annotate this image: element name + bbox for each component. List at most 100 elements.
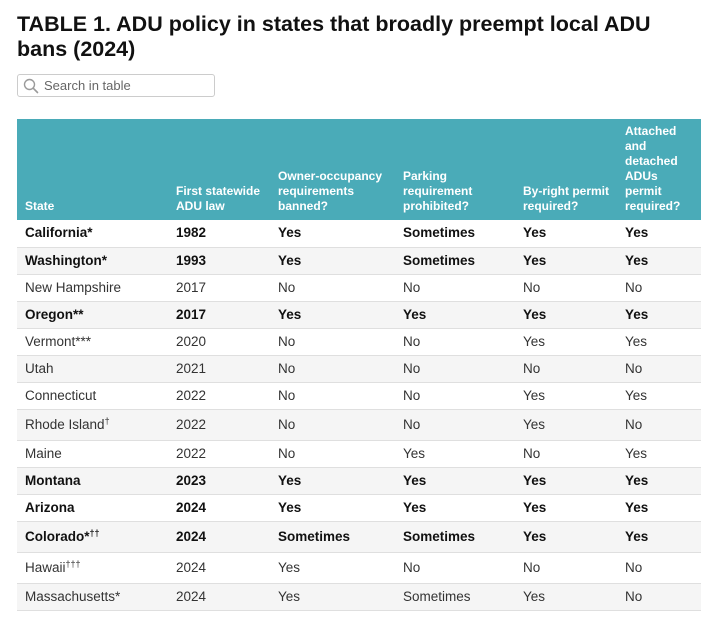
table-row: Oregon** 2017 Yes Yes Yes Yes [17, 301, 701, 329]
cell-parking: Yes [395, 440, 515, 468]
cell-owner-occupancy: No [270, 440, 395, 468]
cell-first-law-year-text: 2023 [176, 472, 207, 488]
cell-owner-occupancy: Yes [270, 583, 395, 611]
table-title: TABLE 1. ADU policy in states that broad… [17, 12, 651, 61]
cell-first-law-year-text: 2024 [176, 559, 207, 575]
cell-owner-occupancy: No [270, 382, 395, 410]
cell-state: Maine [17, 440, 168, 468]
cell-by-right: Yes [515, 247, 617, 275]
cell-parking-text: Yes [403, 306, 427, 322]
cell-first-law-year: 2024 [168, 521, 270, 553]
cell-attached-detached: No [617, 583, 701, 611]
cell-by-right-text: Yes [523, 225, 547, 241]
cell-state: Oregon** [17, 301, 168, 329]
cell-by-right-text: Yes [523, 416, 546, 432]
cell-parking: Sometimes [395, 247, 515, 275]
cell-first-law-year-text: 2024 [176, 588, 207, 604]
table-row: Arizona 2024 Yes Yes Yes Yes [17, 494, 701, 522]
cell-owner-occupancy-text: Yes [278, 306, 302, 322]
cell-attached-detached-text: Yes [625, 528, 649, 544]
cell-by-right-text: Yes [523, 499, 547, 515]
cell-parking-text: No [403, 387, 421, 403]
cell-owner-occupancy-text: Yes [278, 499, 302, 515]
cell-owner-occupancy-text: Yes [278, 225, 302, 241]
cell-first-law-year: 2021 [168, 355, 270, 383]
cell-owner-occupancy-text: Yes [278, 559, 301, 575]
cell-attached-detached-text: No [625, 588, 643, 604]
table-row: Maine 2022 No Yes No Yes [17, 440, 701, 468]
cell-attached-detached-text: Yes [625, 225, 649, 241]
cell-attached-detached-text: No [625, 559, 643, 575]
column-header-by-right[interactable]: By-right permit required? [523, 184, 610, 213]
cell-owner-occupancy: Sometimes [270, 521, 395, 553]
cell-parking-text: Yes [403, 445, 426, 461]
cell-owner-occupancy: No [270, 274, 395, 302]
cell-by-right: Yes [515, 467, 617, 495]
cell-state: Massachusetts* [17, 583, 168, 611]
column-header-first-law[interactable]: First statewide ADU law [176, 184, 261, 213]
cell-state: New Hampshire [17, 274, 168, 302]
footnote-mark: ††† [65, 558, 81, 569]
cell-by-right-text: No [523, 445, 541, 461]
cell-attached-detached-text: No [625, 360, 643, 376]
cell-parking-text: No [403, 360, 421, 376]
cell-parking: Yes [395, 467, 515, 495]
cell-first-law-year: 2017 [168, 274, 270, 302]
column-header-parking[interactable]: Parking requirement prohibited? [403, 169, 473, 213]
cell-first-law-year: 1982 [168, 220, 270, 248]
cell-first-law-year: 2024 [168, 494, 270, 522]
cell-owner-occupancy-text: No [278, 279, 296, 295]
cell-owner-occupancy-text: No [278, 445, 296, 461]
cell-state-text: Colorado* [25, 528, 90, 544]
cell-parking-text: No [403, 559, 421, 575]
cell-state-text: Washington* [25, 252, 107, 268]
cell-first-law-year: 2022 [168, 409, 270, 441]
cell-attached-detached-text: Yes [625, 306, 649, 322]
column-header-state[interactable]: State [25, 199, 55, 213]
cell-by-right: Yes [515, 583, 617, 611]
cell-first-law-year-text: 1993 [176, 252, 207, 268]
cell-state: Arizona [17, 494, 168, 522]
column-header-attached-detached[interactable]: Attached and detached ADUs permit requir… [625, 124, 681, 213]
column-header-owner-occupancy[interactable]: Owner-occupancy requirements banned? [278, 169, 383, 213]
cell-owner-occupancy-text: No [278, 333, 296, 349]
table-row: Massachusetts* 2024 Yes Sometimes Yes No [17, 583, 701, 611]
cell-state: Colorado*†† [17, 521, 168, 553]
cell-attached-detached-text: Yes [625, 499, 649, 515]
cell-by-right-text: Yes [523, 472, 547, 488]
cell-state-text: Arizona [25, 499, 75, 515]
cell-parking-text: Sometimes [403, 225, 476, 241]
cell-attached-detached: No [617, 274, 701, 302]
search-input[interactable] [44, 78, 209, 93]
cell-state: Washington* [17, 247, 168, 275]
search-box[interactable] [17, 74, 215, 97]
cell-first-law-year-text: 2024 [176, 528, 207, 544]
cell-attached-detached: Yes [617, 220, 701, 248]
cell-owner-occupancy-text: No [278, 360, 296, 376]
cell-attached-detached: Yes [617, 440, 701, 468]
cell-state-text: Vermont*** [25, 333, 92, 349]
cell-parking: No [395, 328, 515, 356]
cell-attached-detached: No [617, 355, 701, 383]
cell-parking: Yes [395, 301, 515, 329]
cell-attached-detached: Yes [617, 494, 701, 522]
cell-attached-detached-text: Yes [625, 252, 649, 268]
cell-by-right: No [515, 355, 617, 383]
cell-attached-detached: Yes [617, 328, 701, 356]
cell-parking: Sometimes [395, 521, 515, 553]
cell-by-right-text: Yes [523, 528, 547, 544]
footnote-mark: †† [89, 527, 100, 538]
cell-first-law-year: 1993 [168, 247, 270, 275]
cell-owner-occupancy-text: Yes [278, 252, 302, 268]
cell-state-text: Connecticut [25, 387, 97, 403]
cell-by-right-text: Yes [523, 252, 547, 268]
cell-first-law-year: 2024 [168, 552, 270, 584]
cell-state: Rhode Island† [17, 409, 168, 441]
cell-state: Utah [17, 355, 168, 383]
cell-first-law-year-text: 2024 [176, 499, 207, 515]
cell-attached-detached-text: Yes [625, 387, 648, 403]
cell-by-right: Yes [515, 301, 617, 329]
cell-by-right: Yes [515, 328, 617, 356]
cell-state-text: Oregon** [25, 306, 84, 322]
